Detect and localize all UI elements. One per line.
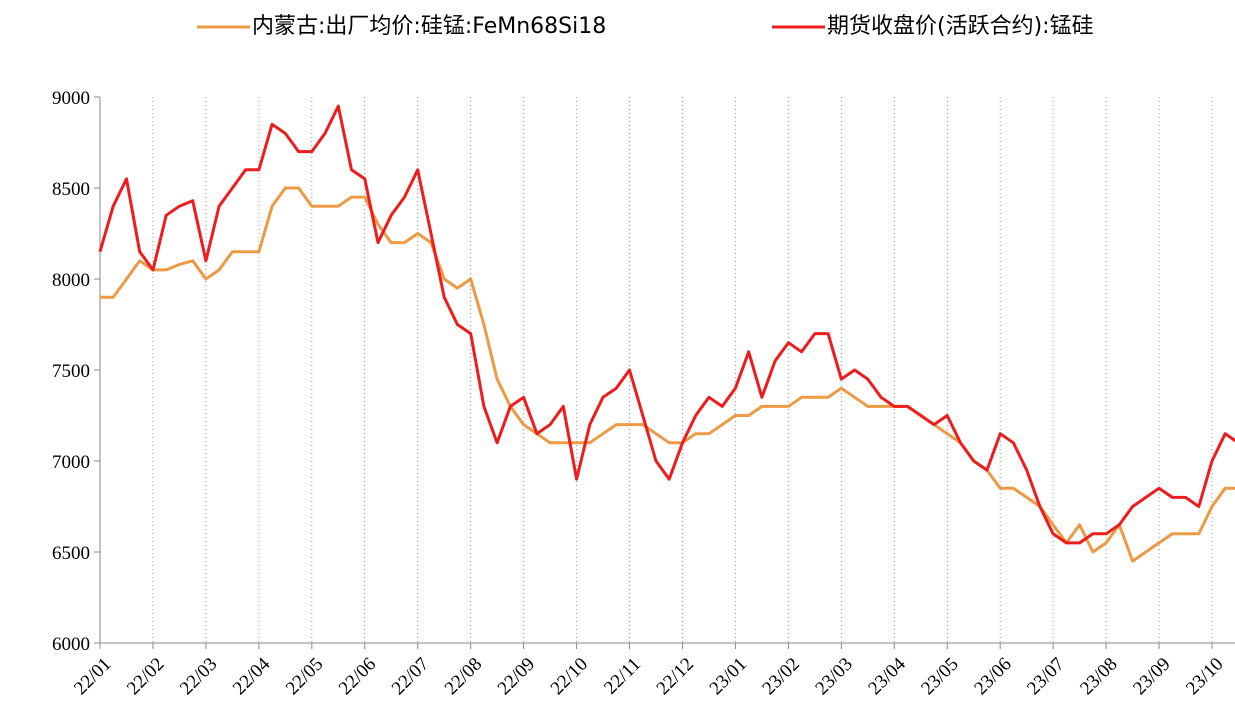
x-tick-label: 22/11 [600, 654, 645, 699]
x-tick-label: 23/01 [706, 654, 751, 699]
y-tick-label: 6000 [52, 634, 90, 655]
y-tick-label: 9000 [52, 88, 90, 109]
x-tick-label: 23/09 [1129, 654, 1174, 699]
y-tick-label: 6500 [52, 543, 90, 564]
x-tick-label: 22/03 [176, 654, 221, 699]
x-tick-label: 22/10 [547, 654, 592, 699]
x-tick-label: 23/10 [1182, 654, 1227, 699]
line-series [100, 186, 1235, 563]
x-tick-label: 22/02 [123, 654, 168, 699]
x-tick-label: 22/01 [70, 654, 115, 699]
x-tick-label: 23/05 [917, 654, 962, 699]
y-tick-label: 7000 [52, 452, 90, 473]
x-tick-label: 23/03 [811, 654, 856, 699]
x-tick-label: 22/07 [388, 654, 433, 699]
x-tick-label: 23/07 [1023, 654, 1068, 699]
x-tick-label: 22/09 [494, 654, 539, 699]
y-tick-label: 8500 [52, 179, 90, 200]
x-tick-label: 23/08 [1076, 654, 1121, 699]
legend-label: 期货收盘价(活跃合约):锰硅 [827, 14, 1094, 39]
x-tick-label: 23/04 [864, 653, 910, 699]
x-tick-label: 22/05 [282, 654, 327, 699]
legend-label: 内蒙古:出厂均价:硅锰:FeMn68Si18 [252, 14, 606, 39]
x-tick-label: 22/12 [653, 654, 698, 699]
y-tick-label: 7500 [52, 361, 90, 382]
x-tick-label: 23/02 [758, 654, 803, 699]
line-series [98, 104, 1235, 545]
y-tick-label: 8000 [52, 270, 90, 291]
x-tick-label: 22/08 [441, 654, 486, 699]
x-tick-label: 22/04 [229, 653, 275, 699]
x-tick-label: 23/06 [970, 654, 1015, 699]
x-tick-label: 22/06 [335, 654, 380, 699]
